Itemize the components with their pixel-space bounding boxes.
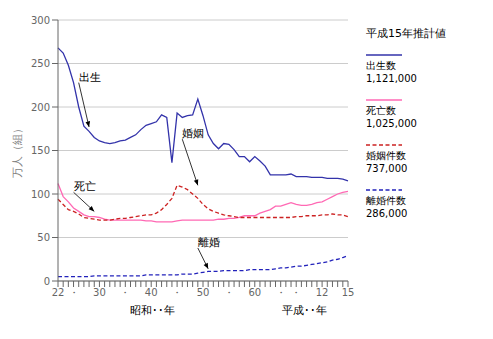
svg-text:150: 150 bbox=[31, 145, 50, 156]
svg-text:15: 15 bbox=[342, 287, 355, 298]
html-text:婚姻件数: 婚姻件数 bbox=[366, 150, 406, 161]
svg-text:100: 100 bbox=[31, 189, 50, 200]
svg-text:60: 60 bbox=[248, 287, 261, 298]
svg-text:0: 0 bbox=[44, 276, 50, 287]
svg-text:22: 22 bbox=[52, 287, 65, 298]
html-text:死亡数: 死亡数 bbox=[366, 105, 396, 116]
svg-text:・: ・ bbox=[69, 287, 79, 298]
svg-text:40: 40 bbox=[145, 287, 158, 298]
html-text:737,000: 737,000 bbox=[366, 163, 408, 174]
svg-text:・: ・ bbox=[120, 287, 130, 298]
svg-text:・: ・ bbox=[276, 287, 286, 298]
html-text:離婚件数: 離婚件数 bbox=[366, 195, 406, 206]
html-text:平成･･年: 平成･･年 bbox=[282, 304, 328, 317]
svg-text:250: 250 bbox=[31, 58, 50, 69]
html-text:平成15年推計値: 平成15年推計値 bbox=[366, 27, 446, 40]
html-text:1,025,000: 1,025,000 bbox=[366, 118, 417, 129]
svg-text:婚姻: 婚姻 bbox=[182, 127, 204, 140]
svg-text:50: 50 bbox=[197, 287, 210, 298]
svg-text:万人（組）: 万人（組） bbox=[11, 123, 24, 178]
svg-text:死亡: 死亡 bbox=[74, 180, 96, 193]
svg-text:・: ・ bbox=[291, 287, 301, 298]
svg-text:・: ・ bbox=[172, 287, 182, 298]
svg-text:300: 300 bbox=[31, 15, 50, 26]
html-text:昭和･･年: 昭和･･年 bbox=[129, 304, 175, 317]
svg-text:200: 200 bbox=[31, 102, 50, 113]
html-text:286,000: 286,000 bbox=[366, 208, 408, 219]
svg-text:出生: 出生 bbox=[79, 71, 101, 84]
svg-text:30: 30 bbox=[93, 287, 106, 298]
html-text:1,121,000: 1,121,000 bbox=[366, 73, 417, 84]
html-text:出生数: 出生数 bbox=[366, 60, 396, 71]
svg-text:12: 12 bbox=[316, 287, 329, 298]
svg-text:離婚: 離婚 bbox=[198, 236, 220, 249]
svg-text:・: ・ bbox=[224, 287, 234, 298]
svg-text:50: 50 bbox=[37, 232, 50, 243]
